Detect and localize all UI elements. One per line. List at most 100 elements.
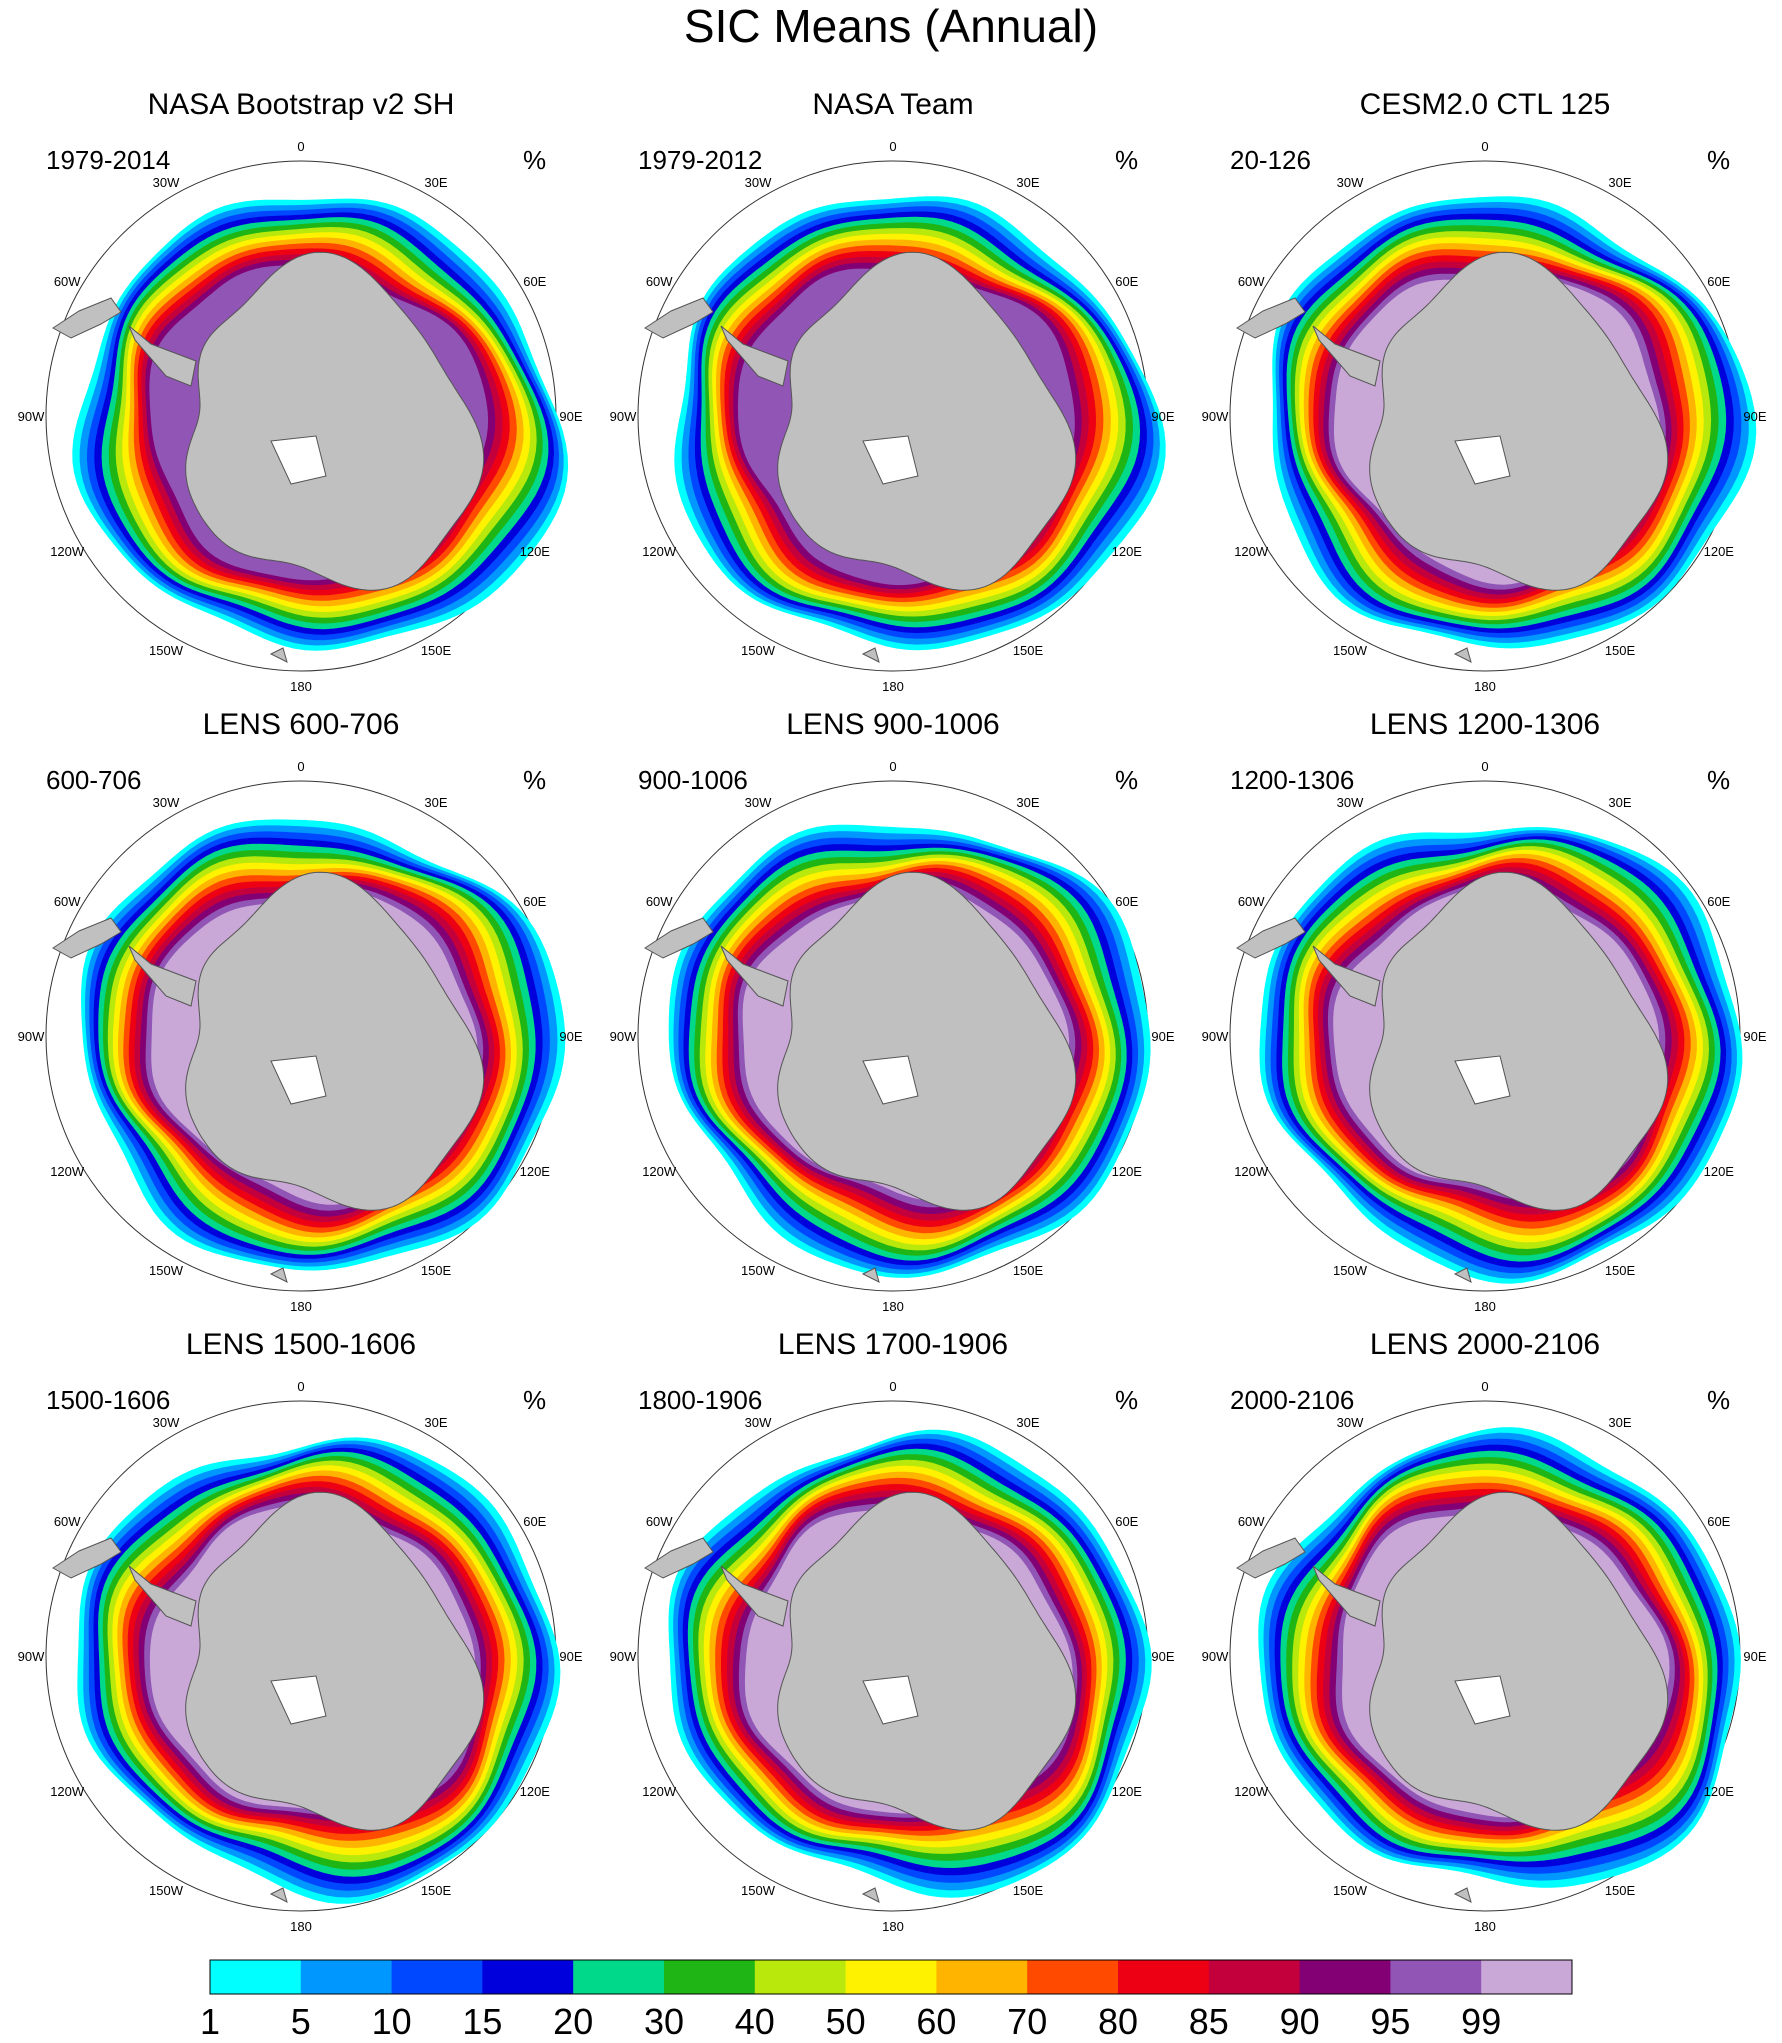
longitude-label: 0 (297, 1379, 304, 1394)
longitude-label: 150W (1333, 1883, 1368, 1898)
colorbar-swatch (754, 1960, 847, 1994)
longitude-label: 150E (1605, 643, 1636, 658)
colorbar-swatch (1027, 1960, 1119, 1994)
figure-title: SIC Means (Annual) (684, 0, 1098, 52)
map-panel: LENS 1200-1306 1200-1306 % 0 30E 60E 90E 120E 15… (1202, 708, 1767, 1314)
longitude-label: 30W (153, 1415, 180, 1430)
longitude-label: 90W (18, 1649, 45, 1664)
longitude-label: 150W (1333, 643, 1368, 658)
panel-title: LENS 2000-2106 (1370, 1328, 1600, 1361)
longitude-label: 60E (523, 894, 546, 909)
antarctica-land (777, 871, 1077, 1211)
new-zealand-land (1453, 1267, 1472, 1283)
longitude-label: 60W (54, 1514, 81, 1529)
antarctic-peninsula (128, 325, 197, 387)
longitude-label: 0 (1481, 139, 1488, 154)
colorbar: 1 5 10 15 20 30 40 50 60 70 80 85 90 95 99 (200, 1959, 1573, 2042)
ross-ice-shelf (1454, 1055, 1511, 1105)
longitude-label: 30E (1016, 795, 1039, 810)
ross-ice-shelf (1454, 1675, 1511, 1725)
panel-title: LENS 1700-1906 (778, 1328, 1008, 1361)
longitude-label: 180 (1474, 679, 1496, 694)
longitude-label: 30E (1608, 795, 1631, 810)
longitude-label: 90W (18, 409, 45, 424)
ross-ice-shelf (270, 1055, 327, 1105)
panel-units: % (1115, 145, 1138, 175)
longitude-label: 150E (1013, 1263, 1044, 1278)
colorbar-tick-label: 1 (200, 2001, 220, 2042)
south-america-land (1236, 917, 1306, 959)
panel-units: % (523, 1385, 546, 1415)
new-zealand-land (861, 1887, 880, 1903)
south-america-land (52, 297, 122, 339)
colorbar-tick-label: 80 (1098, 2001, 1138, 2042)
longitude-label: 150W (149, 643, 184, 658)
ross-ice-shelf (862, 1675, 919, 1725)
longitude-label: 120W (642, 544, 677, 559)
panel-units: % (1707, 145, 1730, 175)
longitude-label: 30E (1016, 1415, 1039, 1430)
colorbar-tick-label: 99 (1461, 2001, 1501, 2042)
longitude-label: 30E (424, 1415, 447, 1430)
longitude-label: 60W (1238, 274, 1265, 289)
longitude-label: 0 (1481, 759, 1488, 774)
longitude-label: 0 (889, 759, 896, 774)
new-zealand-land (1453, 1887, 1472, 1903)
colorbar-swatch (1299, 1960, 1391, 1994)
longitude-label: 60E (1115, 274, 1138, 289)
south-america-land (1236, 1537, 1306, 1579)
longitude-label: 60W (1238, 894, 1265, 909)
longitude-label: 90W (18, 1029, 45, 1044)
new-zealand-land (269, 1887, 288, 1903)
longitude-label: 30W (1337, 795, 1364, 810)
longitude-label: 90E (1151, 1029, 1174, 1044)
antarctic-peninsula (1312, 1565, 1381, 1627)
antarctica-land (1369, 871, 1669, 1211)
antarctica-land (777, 1491, 1077, 1831)
ross-ice-shelf (862, 1055, 919, 1105)
colorbar-tick-label: 40 (735, 2001, 775, 2042)
colorbar-tick-label: 30 (644, 2001, 684, 2042)
longitude-label: 30E (1608, 175, 1631, 190)
longitude-label: 120W (50, 1784, 85, 1799)
longitude-label: 60W (54, 894, 81, 909)
longitude-label: 120E (1704, 1784, 1735, 1799)
longitude-label: 120E (1112, 544, 1143, 559)
longitude-label: 150E (421, 1883, 452, 1898)
antarctica-land (185, 1491, 485, 1831)
south-america-land (644, 297, 714, 339)
new-zealand-land (269, 647, 288, 663)
longitude-label: 180 (882, 1919, 904, 1934)
antarctica-land (1369, 251, 1669, 591)
antarctica-land (777, 251, 1077, 591)
panel-period: 1979-2014 (46, 145, 170, 175)
longitude-label: 30W (153, 175, 180, 190)
colorbar-frame (209, 1959, 1573, 1995)
south-america-land (1236, 297, 1306, 339)
longitude-label: 120E (520, 544, 551, 559)
longitude-label: 60E (1707, 1514, 1730, 1529)
antarctica-land (1369, 1491, 1669, 1831)
south-america-land (52, 917, 122, 959)
longitude-label: 150W (149, 1263, 184, 1278)
longitude-label: 30W (1337, 175, 1364, 190)
new-zealand-land (861, 1267, 880, 1283)
antarctic-peninsula (128, 945, 197, 1007)
longitude-label: 120E (1112, 1164, 1143, 1179)
longitude-label: 150E (1605, 1263, 1636, 1278)
panel-title: NASA Bootstrap v2 SH (148, 88, 455, 121)
longitude-label: 90E (559, 1029, 582, 1044)
panel-period: 1200-1306 (1230, 765, 1354, 795)
longitude-label: 150E (421, 1263, 452, 1278)
longitude-label: 90W (1202, 1649, 1229, 1664)
antarctic-peninsula (128, 1565, 197, 1627)
colorbar-tick-label: 60 (916, 2001, 956, 2042)
longitude-label: 180 (1474, 1299, 1496, 1314)
panel-period: 1500-1606 (46, 1385, 170, 1415)
longitude-label: 90E (1151, 1649, 1174, 1664)
ross-ice-shelf (862, 435, 919, 485)
panel-period: 20-126 (1230, 145, 1311, 175)
colorbar-swatch (1208, 1960, 1301, 1994)
longitude-label: 30E (1016, 175, 1039, 190)
